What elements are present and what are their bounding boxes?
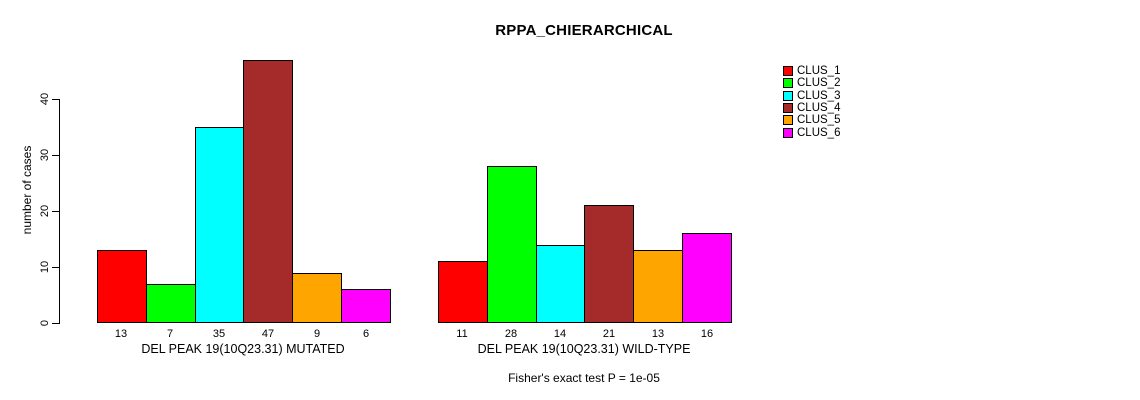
legend-swatch-clus_3 <box>783 91 793 101</box>
bar-clus_6 <box>682 233 732 323</box>
y-tick-label: 30 <box>39 148 51 162</box>
bar-clus_1 <box>97 250 147 323</box>
legend-label: CLUS_6 <box>797 127 841 139</box>
bar-value-label: 28 <box>504 328 518 340</box>
y-tick <box>52 99 59 100</box>
legend-label: CLUS_2 <box>797 77 841 89</box>
y-tick <box>52 211 59 212</box>
y-tick-label: 0 <box>39 319 51 327</box>
bar-value-label: 35 <box>212 328 226 340</box>
legend-label: CLUS_1 <box>797 65 841 77</box>
bar-clus_3 <box>536 245 585 323</box>
legend-swatch-clus_2 <box>783 78 793 88</box>
bar-value-label: 6 <box>362 328 370 340</box>
bar-value-label: 16 <box>700 328 714 340</box>
legend-swatch-clus_6 <box>783 128 793 138</box>
bar-clus_4 <box>243 60 293 323</box>
bar-value-label: 9 <box>313 328 321 340</box>
bar-value-label: 13 <box>651 328 665 340</box>
legend-swatch-clus_4 <box>783 103 793 113</box>
y-tick <box>52 155 59 156</box>
bar-clus_4 <box>584 205 634 323</box>
group-label: DEL PEAK 19(10Q23.31) MUTATED <box>141 342 345 356</box>
legend-label: CLUS_3 <box>797 90 841 102</box>
bar-value-label: 7 <box>166 328 174 340</box>
y-tick-label: 10 <box>39 260 51 274</box>
y-axis-label: number of cases <box>20 145 34 235</box>
bar-value-label: 11 <box>456 328 468 340</box>
bar-clus_5 <box>292 273 342 323</box>
legend-swatch-clus_1 <box>783 66 793 76</box>
legend-label: CLUS_5 <box>797 114 841 126</box>
bar-value-label: 13 <box>114 328 128 340</box>
y-tick-label: 20 <box>39 204 51 218</box>
chart-title: RPPA_CHIERARCHICAL <box>495 22 673 39</box>
bar-clus_3 <box>195 127 244 323</box>
legend-label: CLUS_4 <box>797 102 841 114</box>
legend-swatch-clus_5 <box>783 115 793 125</box>
y-tick-label: 40 <box>39 92 51 106</box>
bar-clus_6 <box>341 289 391 323</box>
bar-value-label: 21 <box>602 328 616 340</box>
y-tick <box>52 267 59 268</box>
y-tick <box>52 323 59 324</box>
y-axis-line <box>59 99 60 324</box>
bar-clus_1 <box>438 261 488 323</box>
bar-clus_2 <box>487 166 537 323</box>
bar-clus_2 <box>146 284 196 323</box>
group-label: DEL PEAK 19(10Q23.31) WILD-TYPE <box>477 342 691 356</box>
footnote: Fisher's exact test P = 1e-05 <box>508 371 660 385</box>
bar-value-label: 14 <box>553 328 567 340</box>
bar-value-label: 47 <box>261 328 275 340</box>
bar-clus_5 <box>633 250 683 323</box>
